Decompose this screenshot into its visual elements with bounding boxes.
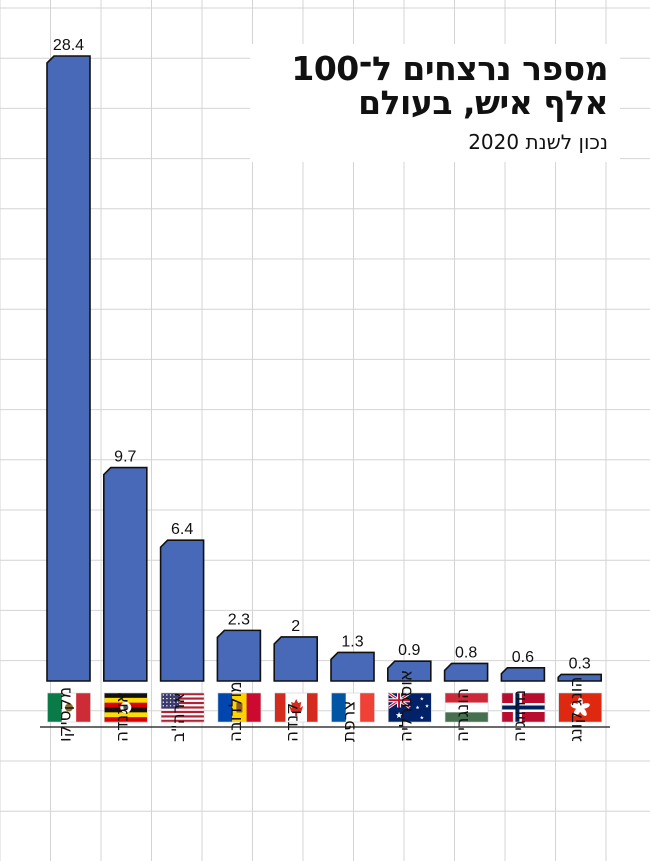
bar [103, 466, 148, 682]
category-label: צרפת [340, 701, 360, 742]
data-label: 6.4 [171, 521, 193, 538]
bar [387, 660, 432, 682]
australia-flag [387, 691, 432, 723]
bar [216, 629, 262, 682]
moldova-flag [217, 692, 262, 723]
hungary-flag [444, 692, 489, 723]
data-label: 28.4 [53, 37, 84, 54]
uganda-flag [104, 692, 148, 723]
france-flag [331, 692, 375, 723]
bar [557, 673, 602, 682]
bar [443, 662, 489, 682]
data-label: 9.7 [114, 449, 136, 466]
hong-kong-flag [558, 692, 603, 723]
category-label: ארה"ב [169, 692, 189, 742]
bar [46, 55, 91, 682]
data-label: 0.8 [455, 644, 477, 661]
bar [273, 636, 318, 682]
data-label: 1.3 [341, 633, 363, 650]
data-label: 0.9 [398, 642, 420, 659]
canada-flag [274, 692, 319, 723]
bar [500, 666, 546, 682]
category-label: אוגנדה [112, 692, 132, 742]
title-backdrop [250, 44, 620, 162]
category-label: הונג קונג [567, 677, 587, 742]
data-label: 2.3 [228, 611, 250, 628]
title-block: מספר נרצחים ל־100 אלף איש, בעולם נכון לש… [291, 49, 608, 155]
norway-flag [501, 692, 546, 723]
data-label: 2 [291, 618, 300, 635]
category-label: הונגריה [453, 688, 473, 742]
flags [47, 691, 603, 723]
bars [46, 55, 602, 682]
mexico-flag [47, 692, 91, 723]
chart-subtitle: נכון לשנת 2020 [468, 130, 608, 154]
data-label: 0.3 [569, 655, 591, 672]
category-label: מקסיקו [56, 687, 76, 742]
chart-title-line-2: אלף איש, בעולם [358, 83, 608, 122]
usa-flag [160, 692, 205, 723]
value-labels: 28.4 9.7 6.4 2.3 2 1.3 0.9 0.8 0.6 0.3 [53, 37, 591, 672]
category-label: אוסטרליה [396, 670, 416, 742]
category-label: קנדה [283, 703, 303, 742]
chart-title-line-1: מספר נרצחים ל־100 [291, 49, 608, 88]
category-label: מולדובה [226, 681, 246, 742]
bar [330, 651, 375, 682]
category-labels: מקסיקו אוגנדה ארה"ב מולדובה קנדה צרפת אוסטרליה… [56, 670, 587, 742]
data-label: 0.6 [512, 649, 534, 666]
bar [159, 539, 205, 682]
category-label: נורווגיה [510, 690, 530, 742]
